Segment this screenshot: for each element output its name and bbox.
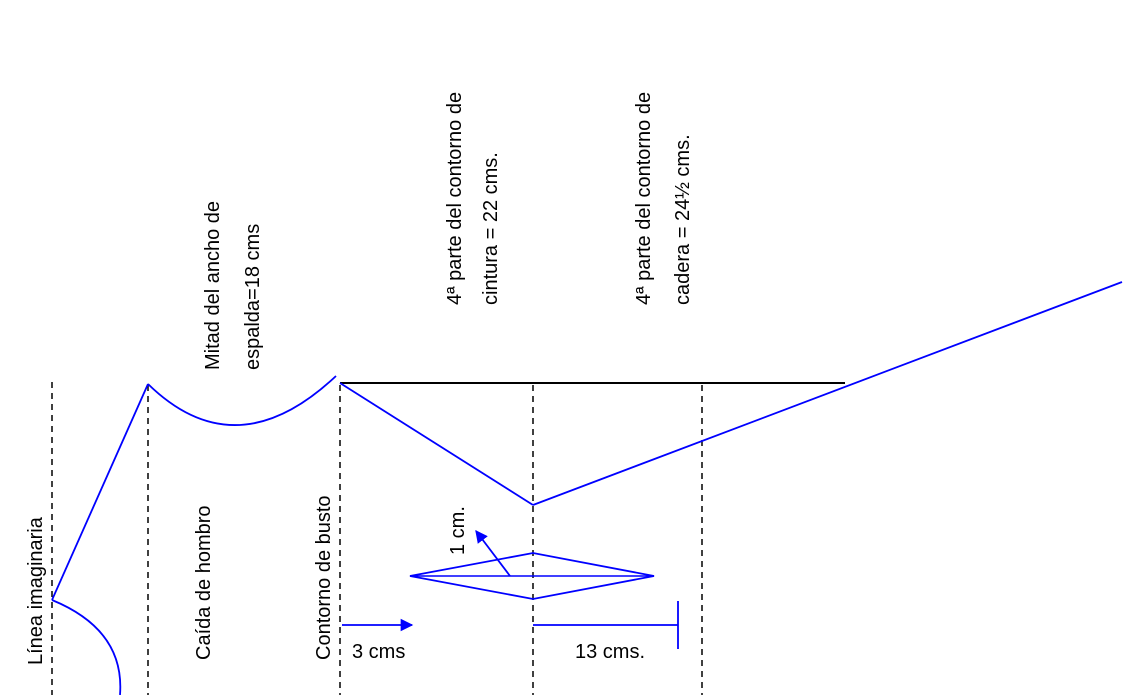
label-linea-imaginaria: Línea imaginaria <box>25 516 47 665</box>
label-cadera-offset: 13 cms. <box>575 641 645 663</box>
side-line-busto <box>339 382 534 506</box>
neckline-curve <box>147 375 337 426</box>
label-cadera-line1: 4ª parte del contorno de <box>633 92 655 305</box>
armhole-curve <box>51 599 122 695</box>
label-cintura-line1: 4ª parte del contorno de <box>444 92 466 305</box>
label-contorno-busto: Contorno de busto <box>313 495 335 660</box>
label-busto-offset: 3 cms <box>352 641 405 663</box>
side-line-cadera <box>532 281 1123 506</box>
dart-offset-arrow <box>475 529 511 577</box>
label-caida-hombro: Caída de hombro <box>193 505 215 660</box>
label-cadera-line2: cadera = 24½ cms. <box>672 134 694 305</box>
shoulder-line <box>51 383 149 601</box>
label-cintura-line2: cintura = 22 cms. <box>480 152 502 305</box>
label-espalda-line2: espalda=18 cms <box>242 224 264 370</box>
label-dart-offset: 1 cm. <box>447 506 469 555</box>
label-espalda-line1: Mitad del ancho de <box>202 201 224 370</box>
